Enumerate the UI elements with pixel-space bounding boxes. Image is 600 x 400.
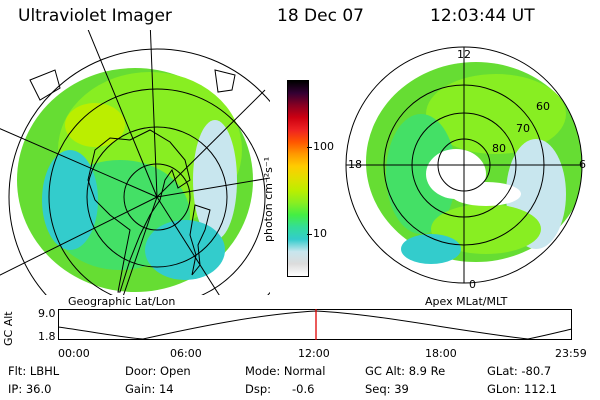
dsp-label: Dsp: xyxy=(245,382,272,396)
altitude-plot xyxy=(58,309,573,340)
magnetic-panel-caption: Apex MLat/MLT xyxy=(425,295,508,308)
mlt-label-18: 18 xyxy=(348,158,362,171)
gain-info: Gain: 14 xyxy=(125,382,174,396)
time-tick-1200: 12:00 xyxy=(298,347,330,360)
altitude-tick-high: 9.0 xyxy=(38,307,56,320)
observation-date: 18 Dec 07 xyxy=(277,6,364,26)
mode-info: Mode: Normal xyxy=(245,364,326,378)
glat-info: GLat: -80.7 xyxy=(487,364,552,378)
instrument-title: Ultraviolet Imager xyxy=(18,6,172,26)
mlat-label-60: 60 xyxy=(536,100,550,113)
observation-time: 12:03:44 UT xyxy=(430,6,535,26)
ip-info: IP: 36.0 xyxy=(8,382,52,396)
altitude-axis-label: GC Alt xyxy=(2,311,15,346)
geographic-panel-caption: Geographic Lat/Lon xyxy=(68,295,176,308)
time-tick-2359: 23:59 xyxy=(555,347,587,360)
altitude-tick-low: 1.8 xyxy=(38,330,56,343)
mlt-label-0: 0 xyxy=(469,278,476,291)
magnetic-image-panel: 12 18 6 0 60 70 80 xyxy=(345,46,586,291)
time-tick-0000: 00:00 xyxy=(58,347,90,360)
mlt-label-12: 12 xyxy=(457,48,471,61)
geographic-image-panel xyxy=(0,30,270,295)
altitude-curve xyxy=(58,310,573,340)
time-tick-0600: 06:00 xyxy=(170,347,202,360)
colorbar-unit-label: photon cm⁻²s⁻¹ xyxy=(262,156,275,242)
door-info: Door: Open xyxy=(125,364,191,378)
colorbar xyxy=(287,80,309,277)
gc-altitude-info: GC Alt: 8.9 Re xyxy=(365,364,446,378)
mlat-label-70: 70 xyxy=(516,122,530,135)
mlat-label-80: 80 xyxy=(492,142,506,155)
time-tick-1800: 18:00 xyxy=(425,347,457,360)
coastline-outline xyxy=(87,129,191,293)
colorbar-tick-100: 100 xyxy=(313,140,334,153)
dsp-value: -0.6 xyxy=(292,382,315,396)
mlt-label-6: 6 xyxy=(579,158,586,171)
colorbar-tick-10: 10 xyxy=(313,227,327,240)
filter-info: Flt: LBHL xyxy=(8,364,60,378)
glon-info: GLon: 112.1 xyxy=(487,382,557,396)
sequence-info: Seq: 39 xyxy=(365,382,409,396)
